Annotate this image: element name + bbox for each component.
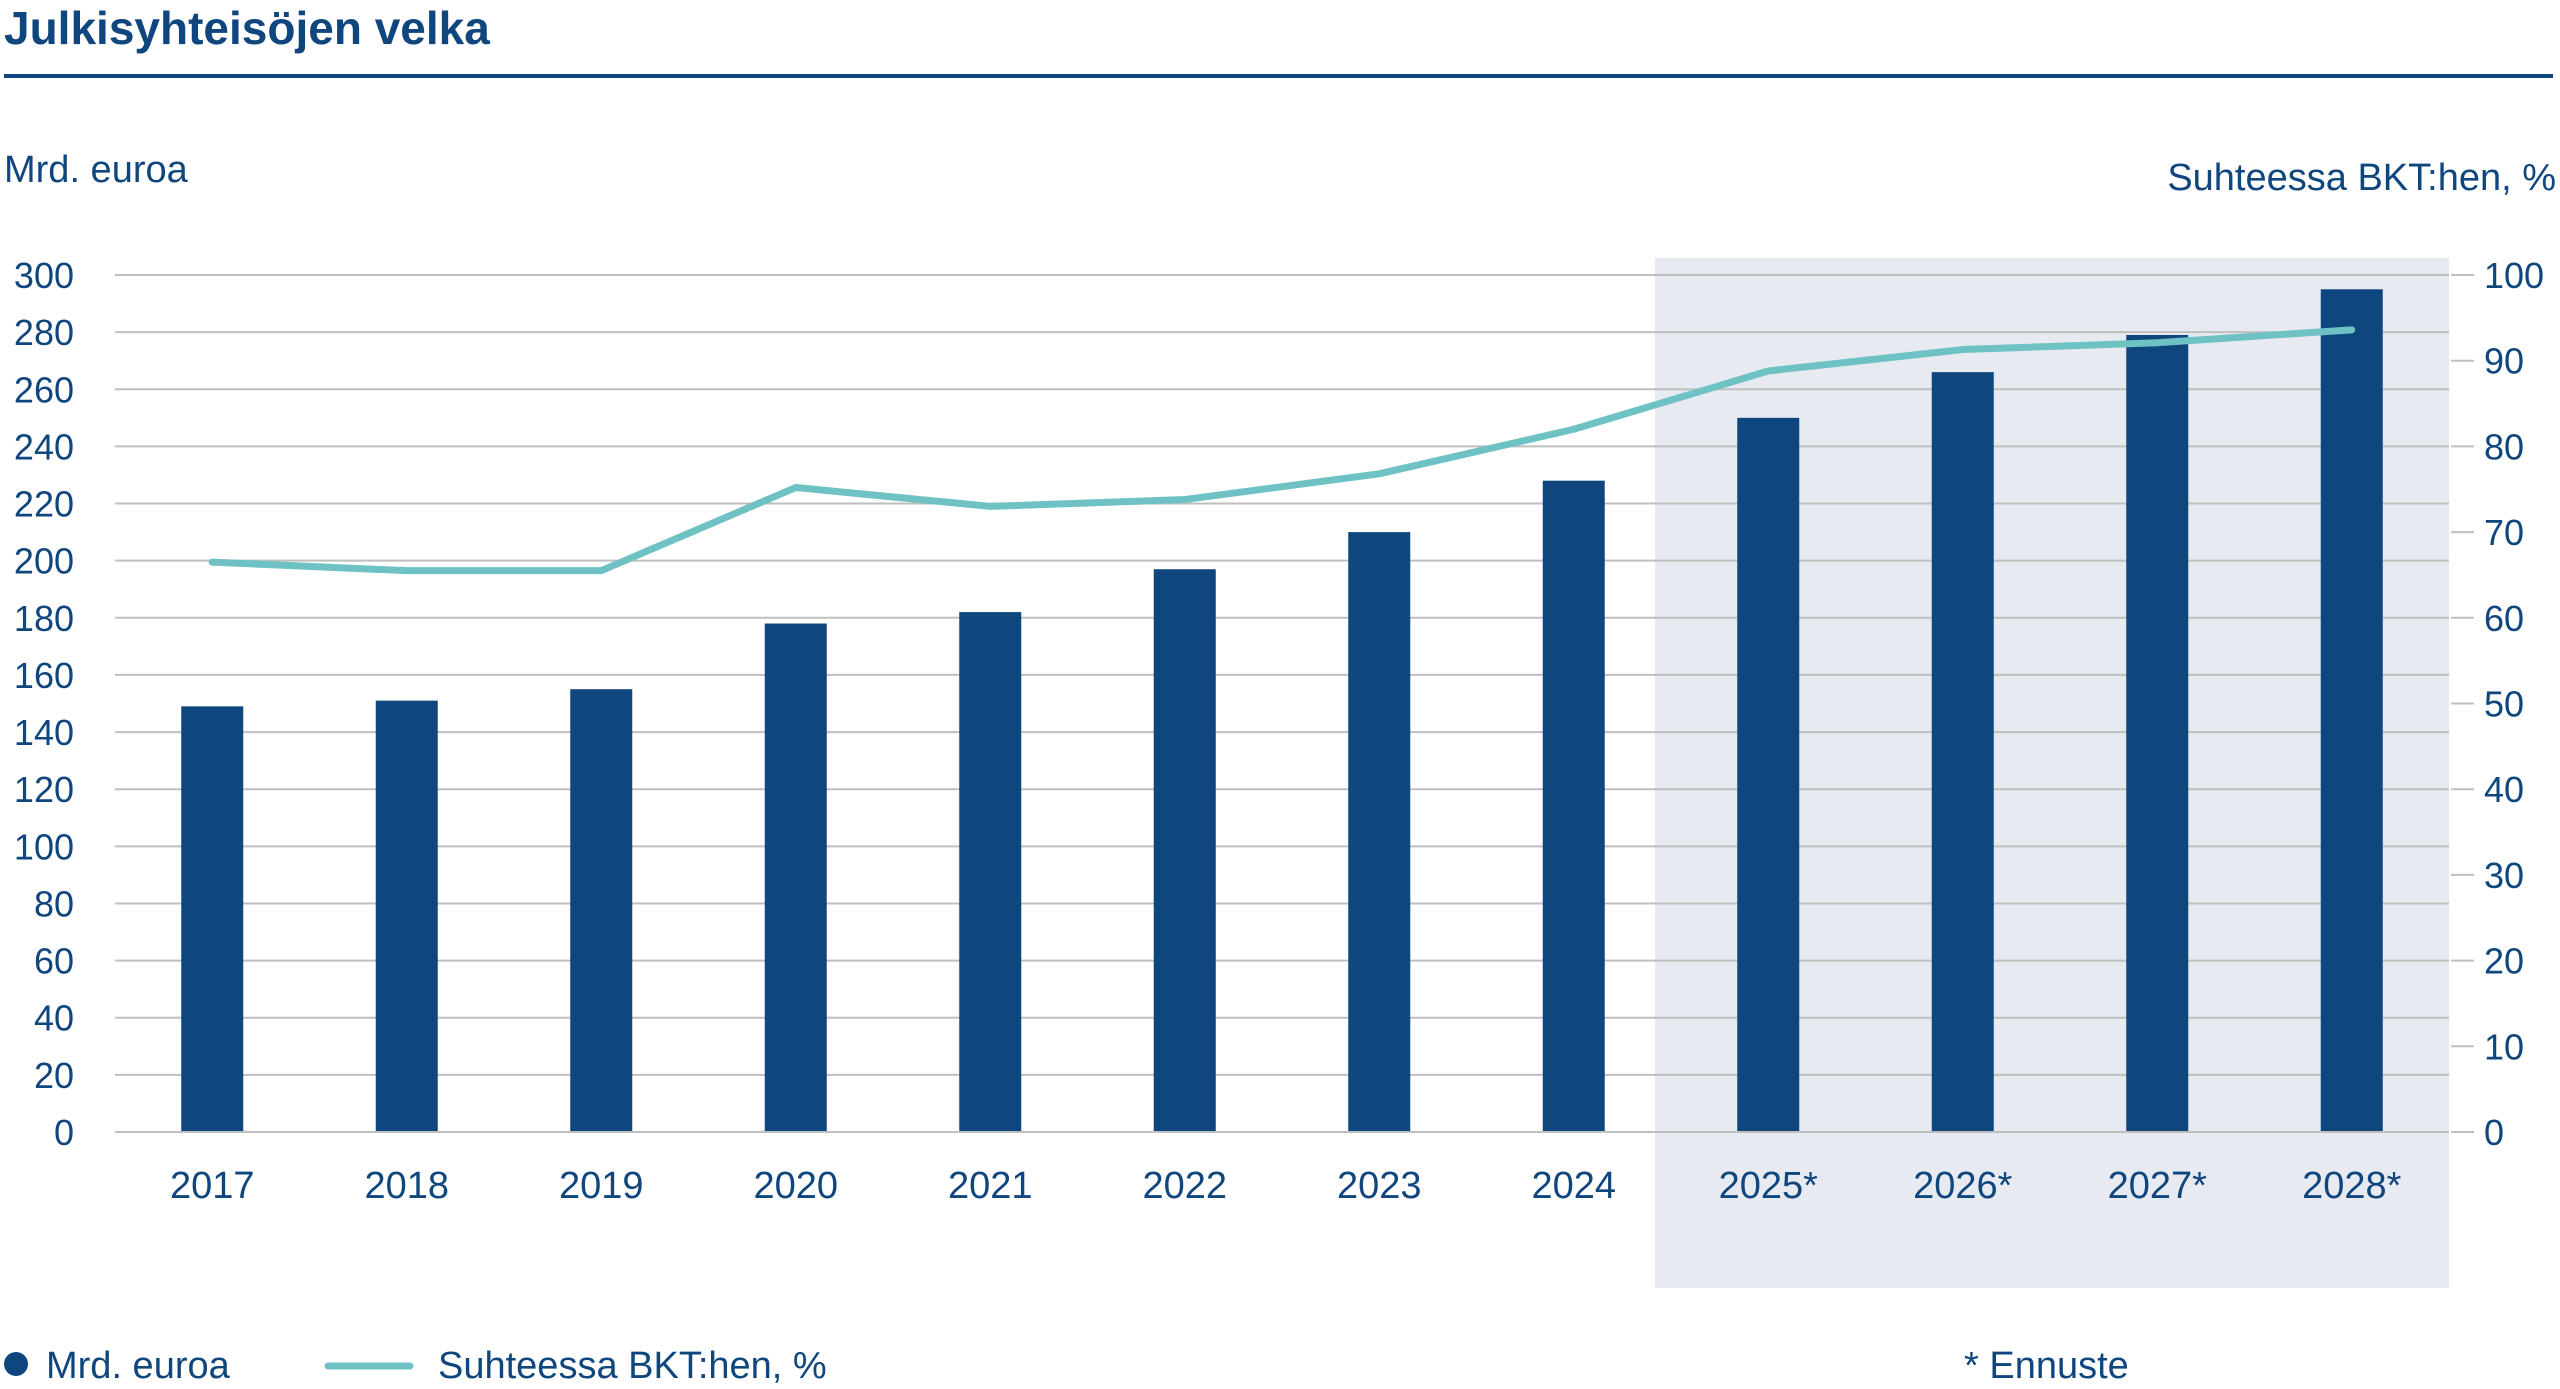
gridlines — [115, 274, 2449, 1076]
left-tick-label: 220 — [14, 484, 74, 525]
legend-line-label: Suhteessa BKT:hen, % — [438, 1345, 827, 1387]
bar-2023 — [1348, 532, 1411, 1132]
left-tick-label: 180 — [14, 598, 74, 639]
line-series — [208, 326, 2356, 575]
x-tick-label: 2024 — [1531, 1165, 1616, 1207]
bar-2027* — [2126, 334, 2189, 1132]
x-tick-label: 2027* — [2108, 1165, 2208, 1207]
legend-bar-label: Mrd. euroa — [46, 1345, 231, 1387]
right-tick-label: 80 — [2484, 426, 2524, 467]
x-axis-labels: 2017 2018 2019 2020 2021 2022 2023 2024 2025* 202… — [170, 1165, 2402, 1207]
left-tick-label: 40 — [34, 998, 74, 1039]
left-tick-label: 200 — [14, 541, 74, 582]
legend-bar-marker — [4, 1352, 28, 1376]
x-tick-label: 2021 — [948, 1165, 1033, 1207]
left-tick-label: 260 — [14, 369, 74, 410]
bar-2024 — [1542, 480, 1605, 1132]
chart-title: Julkisyhteisöjen velka — [4, 2, 490, 54]
left-tick-label: 160 — [14, 655, 74, 696]
x-tick-label: 2022 — [1142, 1165, 1227, 1207]
left-tick-label: 300 — [14, 255, 74, 296]
right-tick-label: 40 — [2484, 769, 2524, 810]
left-tick-label: 120 — [14, 769, 74, 810]
legend-forecast-note: * Ennuste — [1964, 1345, 2129, 1387]
left-tick-label: 100 — [14, 826, 74, 867]
bar-2028* — [2320, 289, 2383, 1132]
left-tick-label: 80 — [34, 883, 74, 924]
right-tick-label: 10 — [2484, 1026, 2524, 1067]
bar-2020 — [764, 623, 827, 1132]
left-tick-label: 240 — [14, 426, 74, 467]
bar-2025* — [1737, 417, 1800, 1132]
line-path — [208, 326, 2356, 575]
legend: Mrd. euroa Suhteessa BKT:hen, % * Ennust… — [4, 1345, 2129, 1387]
right-tick-label: 70 — [2484, 512, 2524, 553]
left-axis-label: Mrd. euroa — [4, 149, 189, 191]
bar-2018 — [375, 700, 438, 1132]
right-tick-label: 90 — [2484, 341, 2524, 382]
left-axis-ticks: 0 20 40 60 80 100 120 140 160 180 200 220 240 260 280 3… — [14, 255, 74, 1153]
x-tick-label: 2023 — [1337, 1165, 1422, 1207]
right-tick-label: 100 — [2484, 255, 2544, 296]
left-tick-label: 140 — [14, 712, 74, 753]
right-tick-label: 20 — [2484, 941, 2524, 982]
x-tick-label: 2019 — [559, 1165, 644, 1207]
bar-series — [181, 289, 2383, 1132]
right-axis-ticks: 0 10 20 30 40 50 60 70 80 90 100 — [2451, 255, 2544, 1153]
left-tick-label: 60 — [34, 941, 74, 982]
left-tick-label: 20 — [34, 1055, 74, 1096]
right-tick-label: 60 — [2484, 598, 2524, 639]
bar-2021 — [959, 612, 1022, 1132]
x-tick-label: 2026* — [1913, 1165, 2013, 1207]
right-axis-label: Suhteessa BKT:hen, % — [2167, 157, 2556, 199]
bar-2022 — [1153, 569, 1216, 1132]
bar-2017 — [181, 706, 244, 1132]
x-tick-label: 2020 — [753, 1165, 838, 1207]
x-tick-label: 2025* — [1719, 1165, 1819, 1207]
x-tick-label: 2018 — [364, 1165, 449, 1207]
right-tick-label: 0 — [2484, 1112, 2504, 1153]
x-tick-label: 2028* — [2302, 1165, 2402, 1207]
bar-2026* — [1931, 372, 1994, 1132]
left-tick-label: 0 — [54, 1112, 74, 1153]
left-tick-label: 280 — [14, 312, 74, 353]
bar-2019 — [570, 689, 633, 1132]
x-tick-label: 2017 — [170, 1165, 255, 1207]
right-tick-label: 30 — [2484, 855, 2524, 896]
right-tick-label: 50 — [2484, 684, 2524, 725]
